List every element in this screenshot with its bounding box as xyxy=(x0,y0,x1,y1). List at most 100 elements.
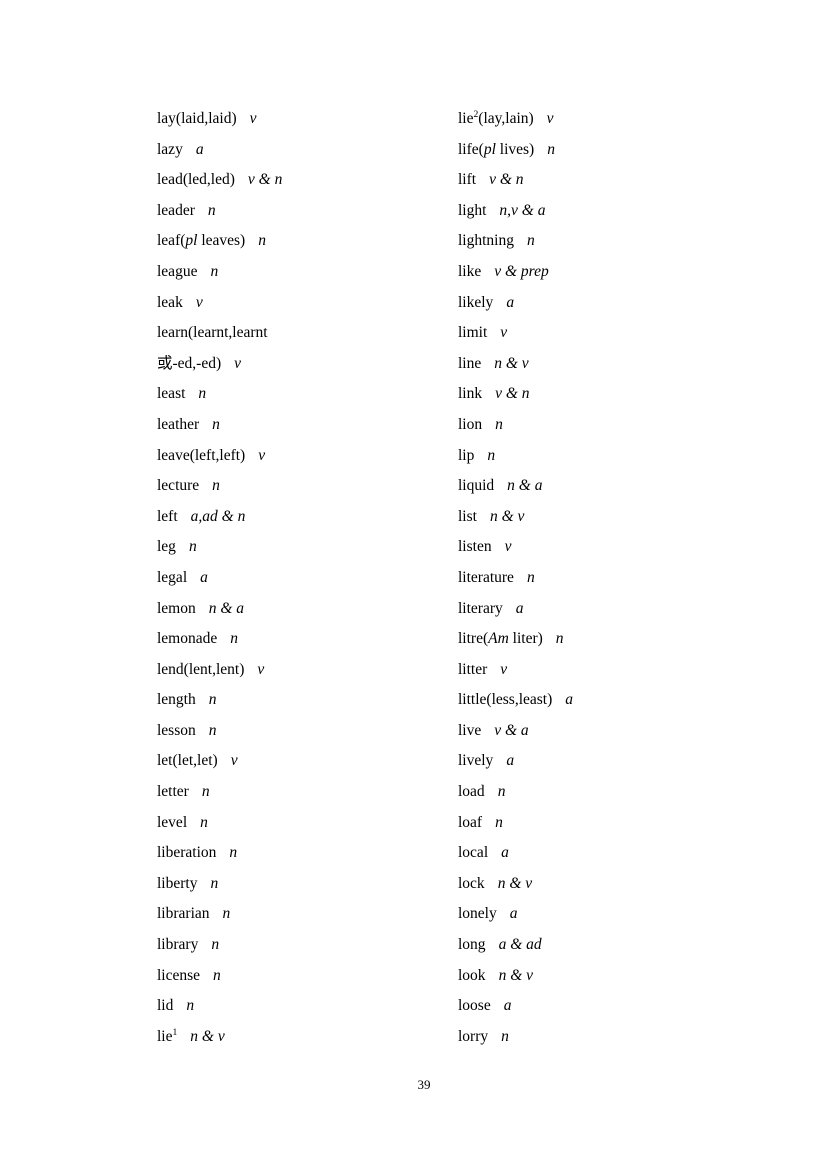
entry-part-of-speech: v & n xyxy=(495,385,530,403)
word-entry: lemonade n xyxy=(157,624,282,655)
word-text: level xyxy=(157,813,188,831)
entry-word: lock xyxy=(458,875,485,892)
entry-part-of-speech: n xyxy=(213,966,221,984)
entry-word: league xyxy=(157,263,197,280)
entry-part-of-speech: v xyxy=(504,538,512,556)
word-entry: license n xyxy=(157,961,282,992)
word-text: 或-ed,-ed) xyxy=(157,354,222,372)
entry-word: literary xyxy=(458,600,503,617)
entry-word: lend(lent,lent) xyxy=(157,661,244,678)
word-entry: litre(Am liter) n xyxy=(458,624,573,655)
word-text: lend(lent,lent) xyxy=(157,660,245,678)
entry-word: length xyxy=(157,691,196,708)
word-text: lazy xyxy=(157,140,183,158)
entry-word: lid xyxy=(157,997,173,1014)
word-text: length xyxy=(157,691,196,709)
word-text: lively xyxy=(458,752,494,770)
word-entry: leg n xyxy=(157,532,282,563)
word-entry: lay(laid,laid) v xyxy=(157,104,282,135)
word-entry: live v & a xyxy=(458,716,573,747)
entry-part-of-speech: n & v xyxy=(190,1027,225,1045)
entry-word: 或-ed,-ed) xyxy=(157,355,221,372)
entry-part-of-speech: a xyxy=(503,997,512,1015)
word-entry: league n xyxy=(157,257,282,288)
entry-word: liberty xyxy=(157,875,197,892)
entry-word: letter xyxy=(157,783,189,800)
word-text: long xyxy=(458,936,486,954)
entry-part-of-speech: n & v xyxy=(498,966,533,984)
entry-part-of-speech: v & n xyxy=(247,171,283,189)
entry-part-of-speech: n & v xyxy=(494,354,529,372)
word-text: listen xyxy=(458,538,492,556)
entry-word: literature xyxy=(458,569,514,586)
entry-word: learn(learnt,learnt xyxy=(157,324,268,341)
word-entry: liquid n & a xyxy=(458,471,573,502)
word-text: Am xyxy=(488,630,509,648)
entry-part-of-speech: v xyxy=(500,660,508,678)
entry-part-of-speech: a & ad xyxy=(498,936,542,954)
entry-word: lazy xyxy=(157,141,183,158)
word-entry: lively a xyxy=(458,746,573,777)
entry-part-of-speech: v xyxy=(257,660,265,678)
entry-part-of-speech: v xyxy=(546,110,554,127)
word-text: lay(laid,laid) xyxy=(157,110,237,127)
entry-part-of-speech: n xyxy=(201,783,210,801)
entry-word: line xyxy=(458,355,481,372)
word-text: litre( xyxy=(458,630,489,648)
word-text: load xyxy=(458,783,485,801)
word-list-column-left: lay(laid,laid) v lazy a lead(led,led) v & n le… xyxy=(157,104,282,1052)
word-entry: letter n xyxy=(157,777,282,808)
word-entry: let(let,let) v xyxy=(157,746,282,777)
word-text: lorry xyxy=(458,1027,489,1045)
entry-part-of-speech: a xyxy=(200,568,208,586)
word-entry: legal a xyxy=(157,563,282,594)
entry-word: leather xyxy=(157,416,199,433)
word-text: license xyxy=(157,966,201,984)
entry-word: lorry xyxy=(458,1028,488,1045)
entry-part-of-speech: v & n xyxy=(489,171,524,189)
entry-part-of-speech: n xyxy=(188,538,197,556)
word-text: leaf( xyxy=(157,232,186,250)
word-text: like xyxy=(458,262,482,280)
entry-word: life(pl lives) xyxy=(458,141,534,158)
entry-word: leader xyxy=(157,202,195,219)
entry-part-of-speech: v xyxy=(234,354,242,372)
entry-word: lie1 xyxy=(157,1027,177,1045)
word-entry: list n & v xyxy=(458,502,573,533)
word-entry: loose a xyxy=(458,991,573,1022)
entry-word: leg xyxy=(157,538,176,555)
word-entry: left a,ad & n xyxy=(157,502,282,533)
entry-part-of-speech: n xyxy=(258,232,266,250)
word-text: loose xyxy=(458,997,491,1015)
word-entry: line n & v xyxy=(458,349,573,380)
word-entry: leather n xyxy=(157,410,282,441)
word-entry: lazy a xyxy=(157,135,282,166)
entry-word: lemonade xyxy=(157,630,217,647)
entry-part-of-speech: n xyxy=(208,721,217,739)
entry-word: leak xyxy=(157,294,183,311)
word-text: learn(learnt,learnt xyxy=(157,324,268,342)
word-text: leather xyxy=(157,415,200,433)
word-entry: listen v xyxy=(458,532,573,563)
entry-word: look xyxy=(458,967,486,984)
word-text: look xyxy=(458,966,486,984)
entry-word: lift xyxy=(458,171,476,188)
word-entry: lesson n xyxy=(157,716,282,747)
word-entry: local a xyxy=(458,838,573,869)
word-entry: liberty n xyxy=(157,869,282,900)
entry-word: light xyxy=(458,202,486,219)
word-text: lie xyxy=(157,1027,173,1045)
word-text: liberty xyxy=(157,874,198,892)
word-text: local xyxy=(458,844,489,862)
entry-part-of-speech: v & prep xyxy=(494,262,549,280)
entry-word: lonely xyxy=(458,905,497,922)
word-entry: lecture n xyxy=(157,471,282,502)
word-text: letter xyxy=(157,783,189,801)
entry-word: likely xyxy=(458,294,493,311)
word-entry: lightning n xyxy=(458,226,573,257)
word-superscript: 2 xyxy=(473,108,479,120)
word-entry: likely a xyxy=(458,288,573,319)
entry-word: litter xyxy=(458,661,487,678)
entry-part-of-speech: n xyxy=(186,997,195,1015)
word-entry: leave(left,left) v xyxy=(157,441,282,472)
